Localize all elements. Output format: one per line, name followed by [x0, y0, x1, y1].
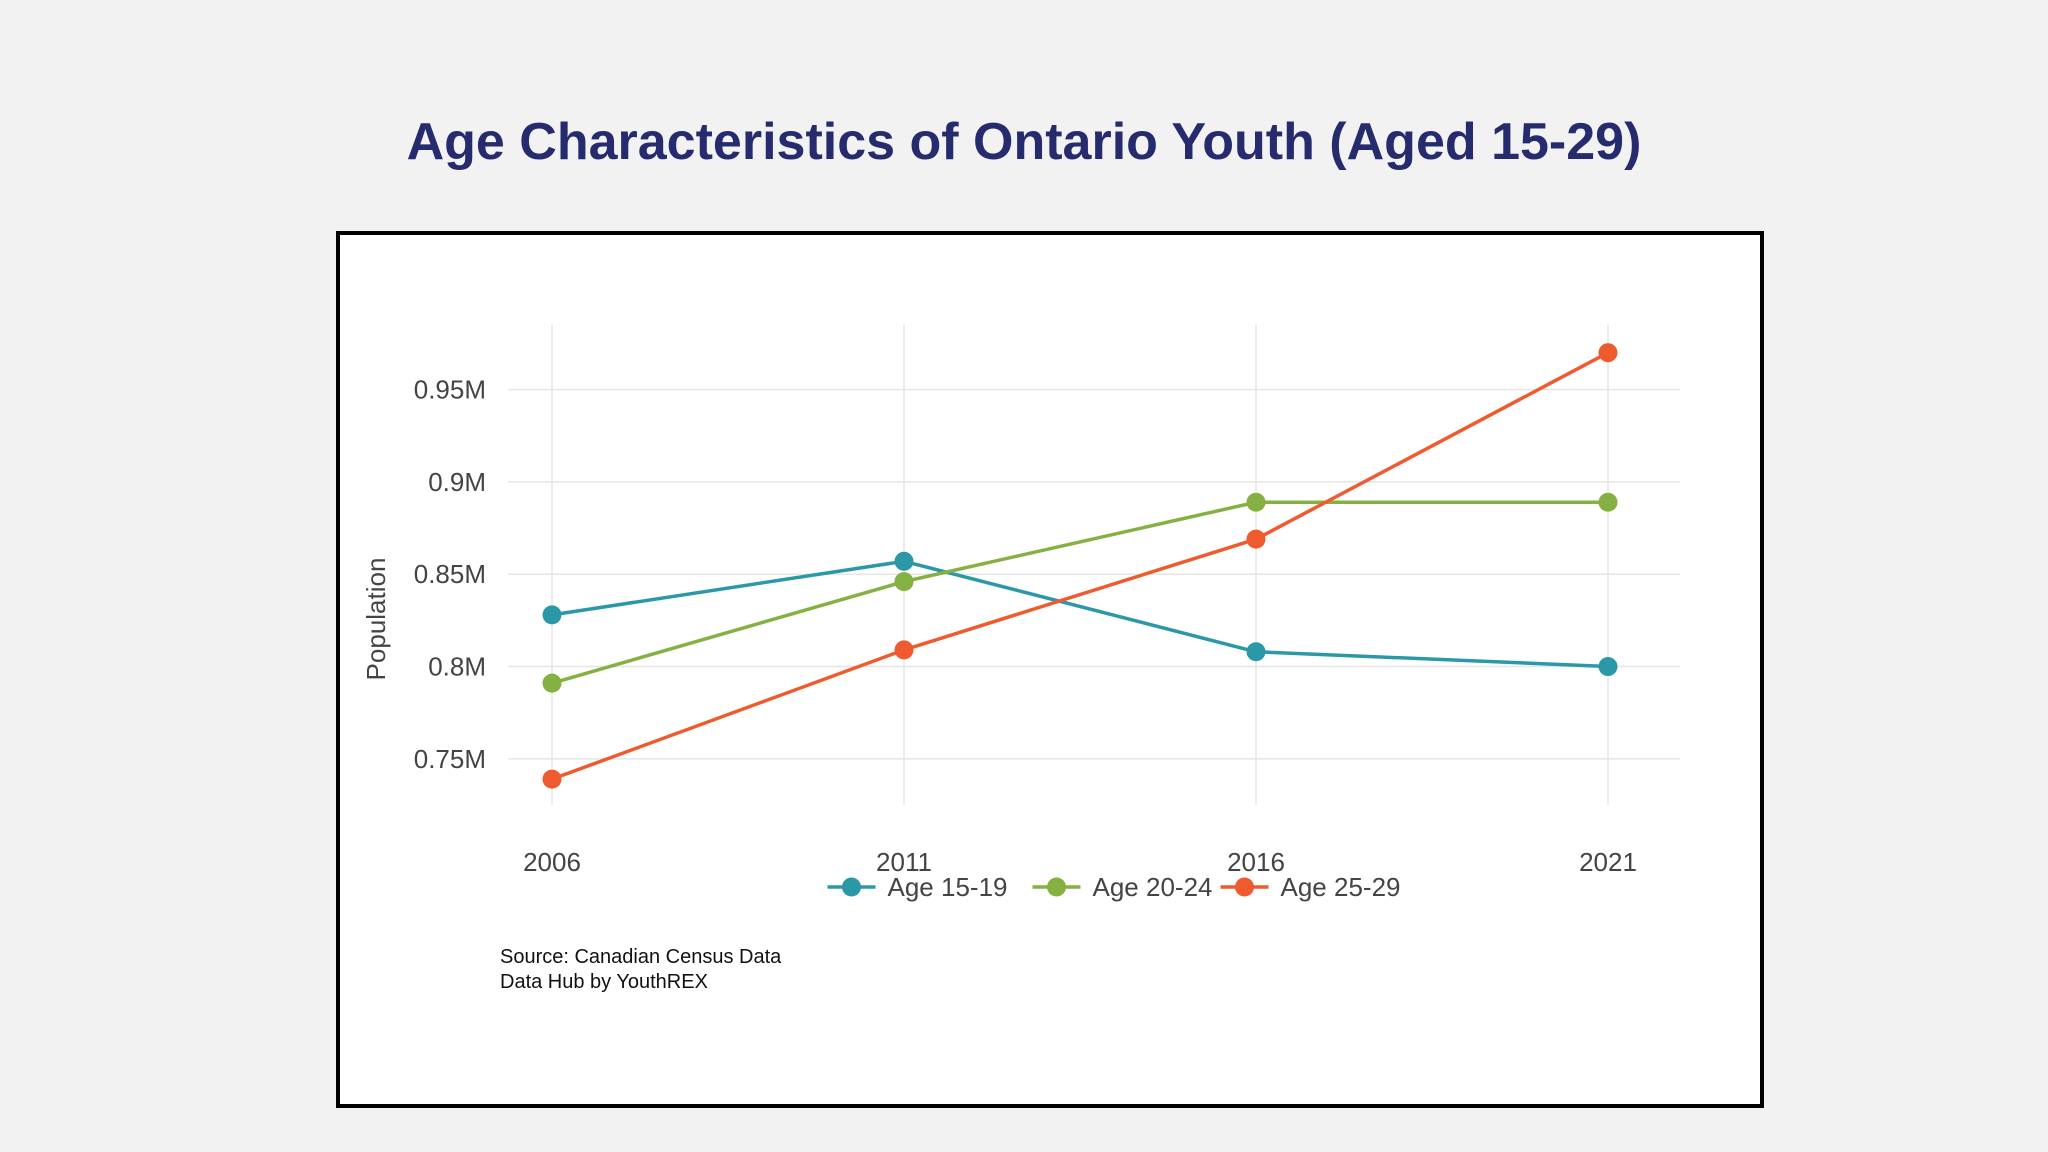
line-chart: 0.75M 0.8M 0.85M 0.9M 0.95M 2006 2011 2016 2021 P…: [361, 325, 1680, 902]
y-tick-label: 0.9M: [428, 467, 486, 497]
data-point: [542, 605, 562, 625]
data-point: [1246, 529, 1266, 549]
legend-label: Age 20-24: [1093, 872, 1213, 902]
source-note: Source: Canadian Census Data Data Hub by…: [500, 945, 781, 995]
y-axis-label: Population: [361, 558, 391, 681]
legend-swatch-marker: [1047, 877, 1066, 897]
x-tick-label: 2016: [1227, 847, 1285, 877]
y-tick-label: 0.85M: [414, 559, 486, 589]
data-point: [894, 551, 914, 571]
credit-line: Data Hub by YouthREX: [500, 971, 708, 993]
chart-frame: 0.75M 0.8M 0.85M 0.9M 0.95M 2006 2011 2016 2021 P…: [336, 231, 1764, 1108]
legend-swatch-marker: [842, 877, 861, 897]
data-point: [1598, 492, 1618, 512]
legend-swatch-marker: [1235, 877, 1254, 897]
data-point: [542, 769, 562, 789]
data-point: [1246, 492, 1266, 512]
x-tick-label: 2021: [1579, 847, 1637, 877]
source-line: Source: Canadian Census Data: [500, 946, 782, 968]
y-tick-label: 0.75M: [414, 744, 486, 774]
legend-label: Age 15-19: [888, 872, 1008, 902]
data-point: [894, 640, 914, 660]
data-point: [1598, 657, 1618, 677]
y-tick-label: 0.95M: [414, 375, 486, 405]
series-line: [551, 559, 1609, 669]
data-point: [542, 673, 562, 693]
series-line: [551, 351, 1609, 781]
x-tick-label: 2006: [523, 847, 581, 877]
legend-label: Age 25-29: [1281, 872, 1401, 902]
series-line: [551, 500, 1608, 685]
data-point: [1246, 642, 1266, 662]
page-title: Age Characteristics of Ontario Youth (Ag…: [406, 113, 1642, 171]
x-tick-label: 2011: [876, 847, 932, 877]
data-point: [894, 572, 914, 592]
data-point: [1598, 343, 1618, 363]
y-tick-label: 0.8M: [428, 652, 486, 682]
